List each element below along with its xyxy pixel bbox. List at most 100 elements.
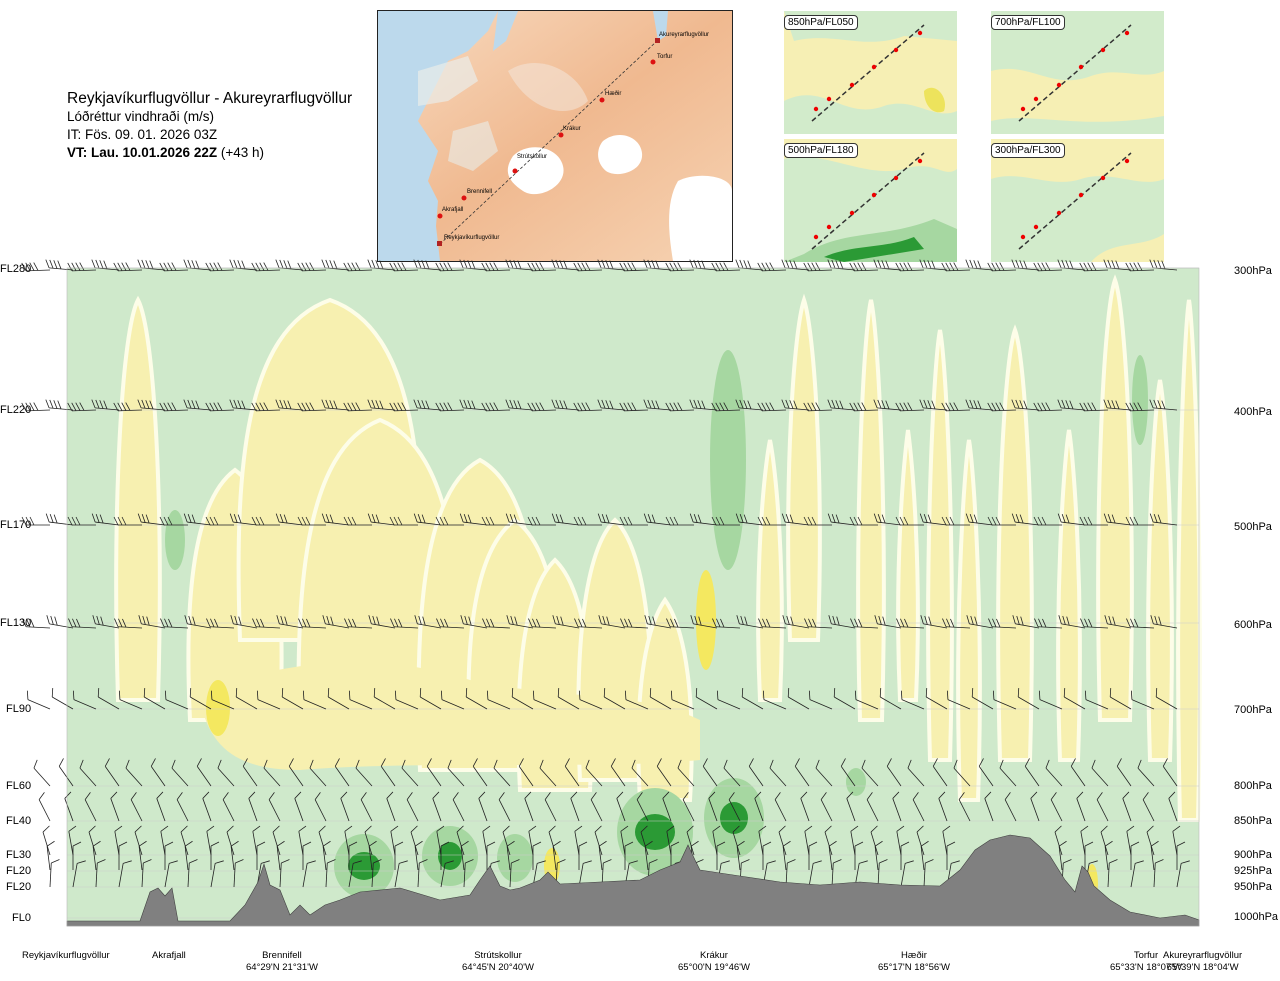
wind-barb [436,618,465,629]
wind-barb [334,758,350,787]
wind-barb [159,262,189,272]
hpa-label-600: 600hPa [1234,619,1272,631]
downdraft-region [956,439,982,802]
wind-barb [548,825,557,856]
wind-barb [368,840,377,871]
updraft-column [1132,355,1148,445]
wind-barb [736,840,745,871]
wind-barb [314,792,327,822]
wind-barb [196,758,212,787]
wind-barb [486,690,511,710]
wind-barb [435,262,465,272]
wind-barb [367,259,396,271]
wind-barb [298,825,307,856]
wind-barb [252,618,281,629]
wind-barb [1107,859,1118,888]
wind-barb [518,758,534,787]
wind-barb [616,791,626,822]
wind-barb [252,825,261,856]
wind-barb [276,840,285,871]
wind-barb [971,688,994,710]
wind-barb [1162,758,1178,787]
wind-barb [386,791,396,822]
wind-barb [67,402,97,412]
wind-barb [624,690,649,710]
wind-barb [171,759,189,787]
wind-barb [465,688,488,710]
wind-barb [958,792,971,822]
wind-barb [578,841,588,870]
wind-barb [953,759,971,787]
wind-barb [229,513,258,526]
wind-barb [1080,618,1109,629]
wind-barb [137,513,166,526]
wind-barb [827,399,856,411]
wind-barb [184,615,212,629]
wind-barb [758,825,767,856]
wind-barb [401,759,419,787]
wind-barb [1058,615,1086,629]
hpa-label-925: 925hPa [1234,865,1272,877]
wind-barb [824,825,833,856]
wind-barb [110,791,120,822]
wind-barb [874,615,902,629]
wind-barb [874,840,883,871]
wind-barb [1104,615,1132,629]
wind-barb [1125,402,1155,412]
wind-barb [348,860,362,888]
wind-barb [187,859,198,888]
wind-barb [831,859,842,888]
wind-barb [389,402,419,412]
wind-barb [656,758,672,787]
wind-barb [665,402,695,412]
wind-barb [389,516,418,526]
fl-label-30: FL30 [6,849,32,861]
wind-barb [662,791,672,822]
hpa-label-800: 800hPa [1234,780,1272,792]
hpa-label-950: 950hPa [1234,881,1272,893]
wind-barb [966,615,994,629]
wind-barb [410,825,419,856]
wind-barb [1033,516,1062,526]
wind-barb [222,792,235,822]
waypoint-strutskollur-coord: 64°45'N 20°40'W [462,962,534,973]
wind-barb [833,688,856,710]
wind-barb [850,618,879,629]
wind-barb [42,825,51,856]
wind-barb [413,399,442,411]
wind-barb [141,859,152,888]
wind-barb [757,262,787,272]
wind-barb [781,399,810,411]
wind-barb [551,399,580,411]
wind-barb [1033,262,1063,272]
wind-barb [92,840,101,871]
downdraft-region [1056,429,1082,762]
waypoint-krakur: Krákur 65°00'N 19°46'W [678,950,750,974]
wind-barb [1176,860,1190,888]
wind-barb [987,262,1017,272]
wind-barb [828,615,856,629]
wind-barb [79,759,97,787]
wind-barb [21,262,51,272]
wind-barb [1012,615,1040,629]
wind-barb [302,860,316,888]
wind-barb [72,860,86,888]
wind-barb [435,516,464,526]
waypoint-haedir: Hæðir 65°17'N 18°56'W [878,950,950,974]
wind-barb [367,399,396,411]
wind-barb [150,758,166,787]
wind-barb [113,402,143,412]
downdraft-region [1176,299,1202,822]
wind-barb [327,688,350,710]
wind-barb [946,690,971,710]
wind-barb [1122,791,1132,822]
wind-barb [435,402,465,412]
wind-barb [344,825,353,856]
wind-barb [164,860,178,888]
fl-label-20a: FL20 [6,865,32,877]
wind-barb [711,516,740,526]
wind-barb [1011,513,1040,526]
wind-barb [272,825,281,856]
wind-barb [941,516,970,526]
wind-barb [355,759,373,787]
